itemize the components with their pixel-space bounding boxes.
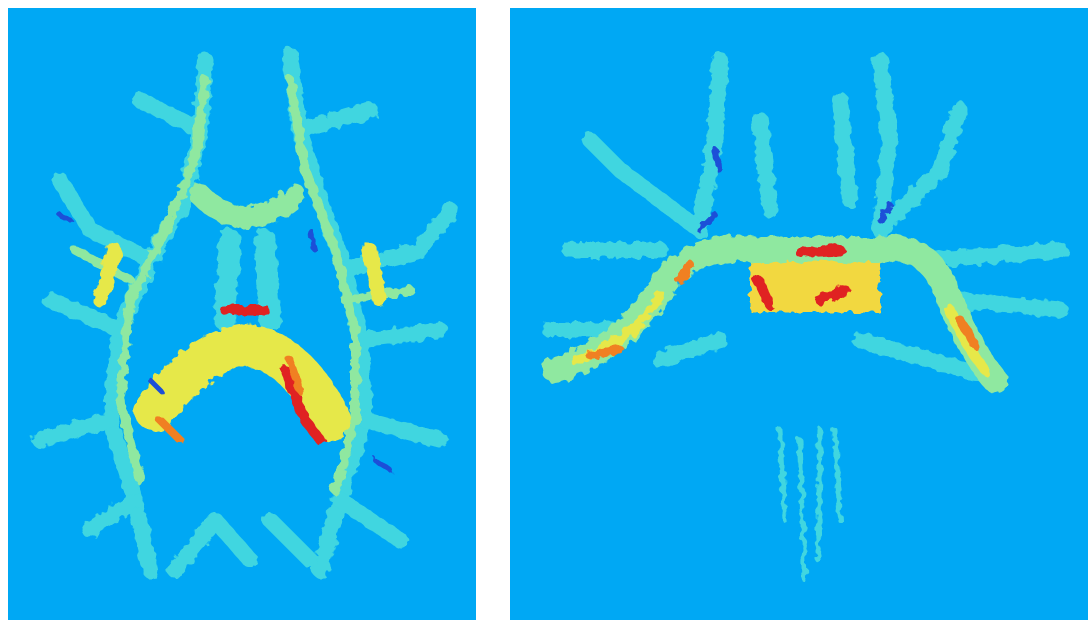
left-red xyxy=(220,305,325,445)
right-orange xyxy=(585,260,980,360)
right-red xyxy=(753,245,850,310)
right-tracts xyxy=(542,52,1068,583)
right-panel xyxy=(510,8,1088,620)
left-dark xyxy=(57,212,393,473)
brainstem xyxy=(777,427,843,583)
genu xyxy=(189,184,306,229)
splenium xyxy=(134,324,351,441)
right-dark xyxy=(697,147,893,233)
left-orange xyxy=(156,356,304,444)
left-tracts xyxy=(32,47,458,578)
left-yellow xyxy=(93,243,387,307)
